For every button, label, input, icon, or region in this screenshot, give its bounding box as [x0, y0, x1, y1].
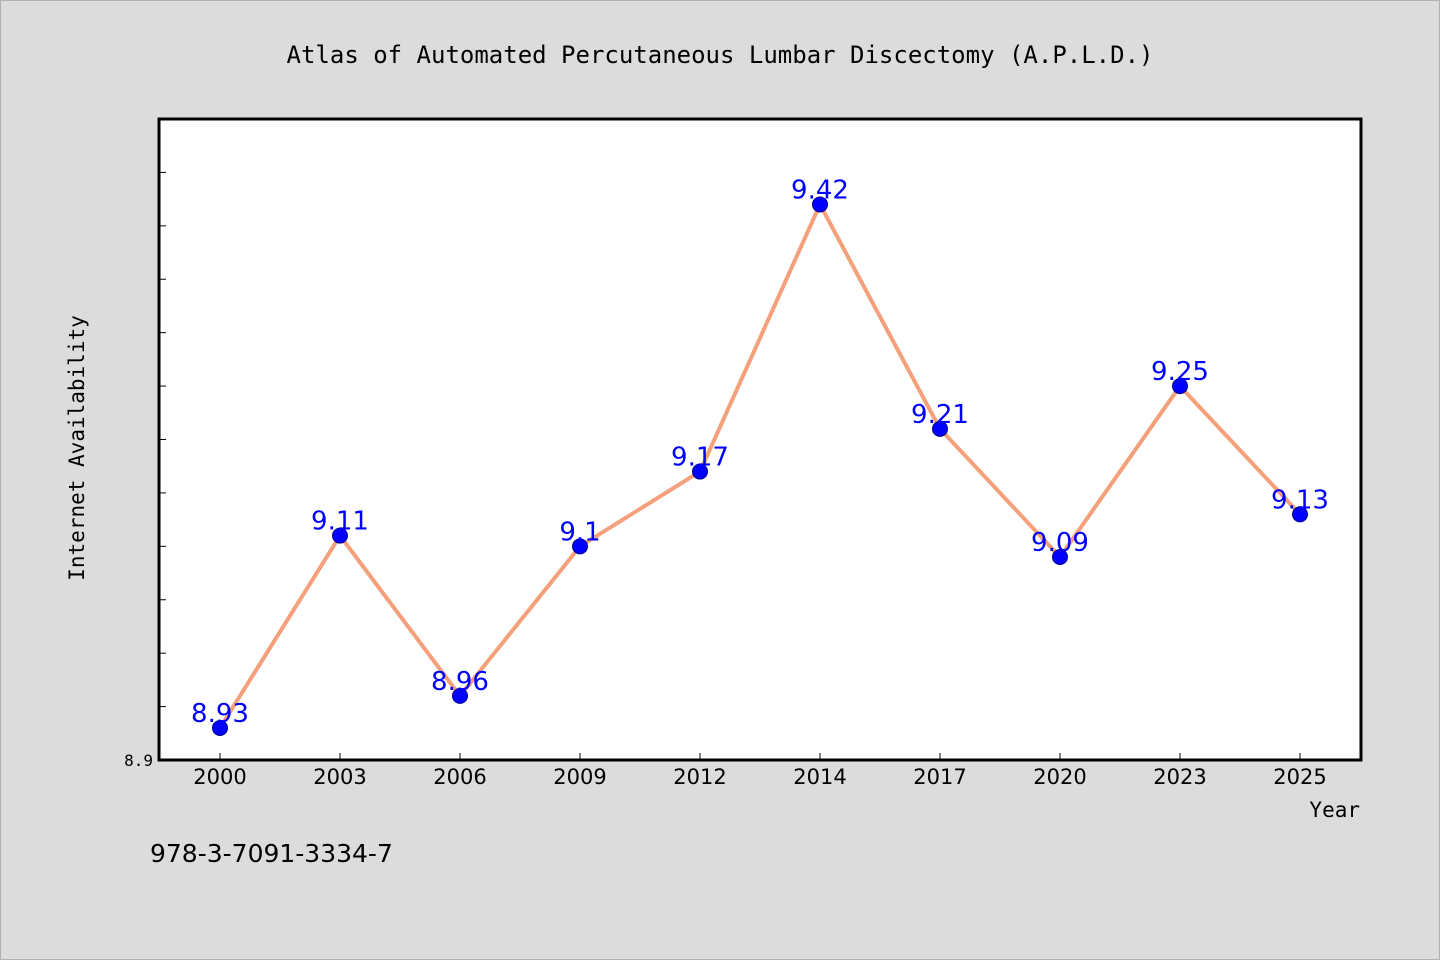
- data-label: 9.09: [1031, 528, 1089, 558]
- data-label: 8.96: [431, 667, 489, 697]
- x-tick-label: 2009: [553, 765, 606, 789]
- isbn-label: 978-3-7091-3334-7: [150, 839, 393, 868]
- x-axis: 2000 2003 2006 2009 2012 2014 2017 2020 2023 2025: [193, 753, 1327, 789]
- data-label: 9.13: [1271, 485, 1329, 515]
- data-point: [1292, 506, 1308, 523]
- data-point: [1052, 549, 1068, 566]
- x-tick-label: 2025: [1273, 765, 1326, 789]
- x-tick-label: 2003: [313, 765, 366, 789]
- data-point: [332, 527, 348, 544]
- series-layer: 8.93 9.11 8.96 9.1 9.17 9.42 9.21 9.09 9.25 9.13: [191, 175, 1329, 736]
- x-tick-label: 2014: [793, 765, 846, 789]
- data-label: 9.42: [791, 175, 849, 205]
- data-label: 9.25: [1151, 357, 1209, 387]
- plot-area: [157, 117, 1363, 762]
- series-line: [218, 202, 1302, 730]
- data-point: [452, 687, 468, 704]
- y-axis-label: Internet Availability: [65, 315, 89, 581]
- x-axis-label: Year: [1309, 798, 1360, 822]
- chart-title: Atlas of Automated Percutaneous Lumbar D…: [287, 41, 1154, 69]
- data-point: [932, 420, 948, 437]
- x-tick-label: 2017: [913, 765, 966, 789]
- y-axis: 8.9: [124, 118, 166, 770]
- x-tick-label: 2023: [1153, 765, 1206, 789]
- data-point: [572, 538, 588, 555]
- data-label: 8.93: [191, 699, 249, 729]
- data-label: 9.17: [671, 443, 729, 473]
- data-label: 9.1: [559, 517, 600, 547]
- y-tick-label: 8.9: [124, 751, 153, 770]
- x-tick-label: 2000: [193, 765, 246, 789]
- data-point: [212, 719, 228, 736]
- data-point: [692, 463, 708, 480]
- x-tick-label: 2020: [1033, 765, 1086, 789]
- x-tick-label: 2006: [433, 765, 486, 789]
- data-label: 9.11: [311, 507, 369, 537]
- x-tick-label: 2012: [673, 765, 726, 789]
- data-point: [1172, 378, 1188, 395]
- data-point: [812, 196, 828, 213]
- data-label: 9.21: [911, 400, 969, 430]
